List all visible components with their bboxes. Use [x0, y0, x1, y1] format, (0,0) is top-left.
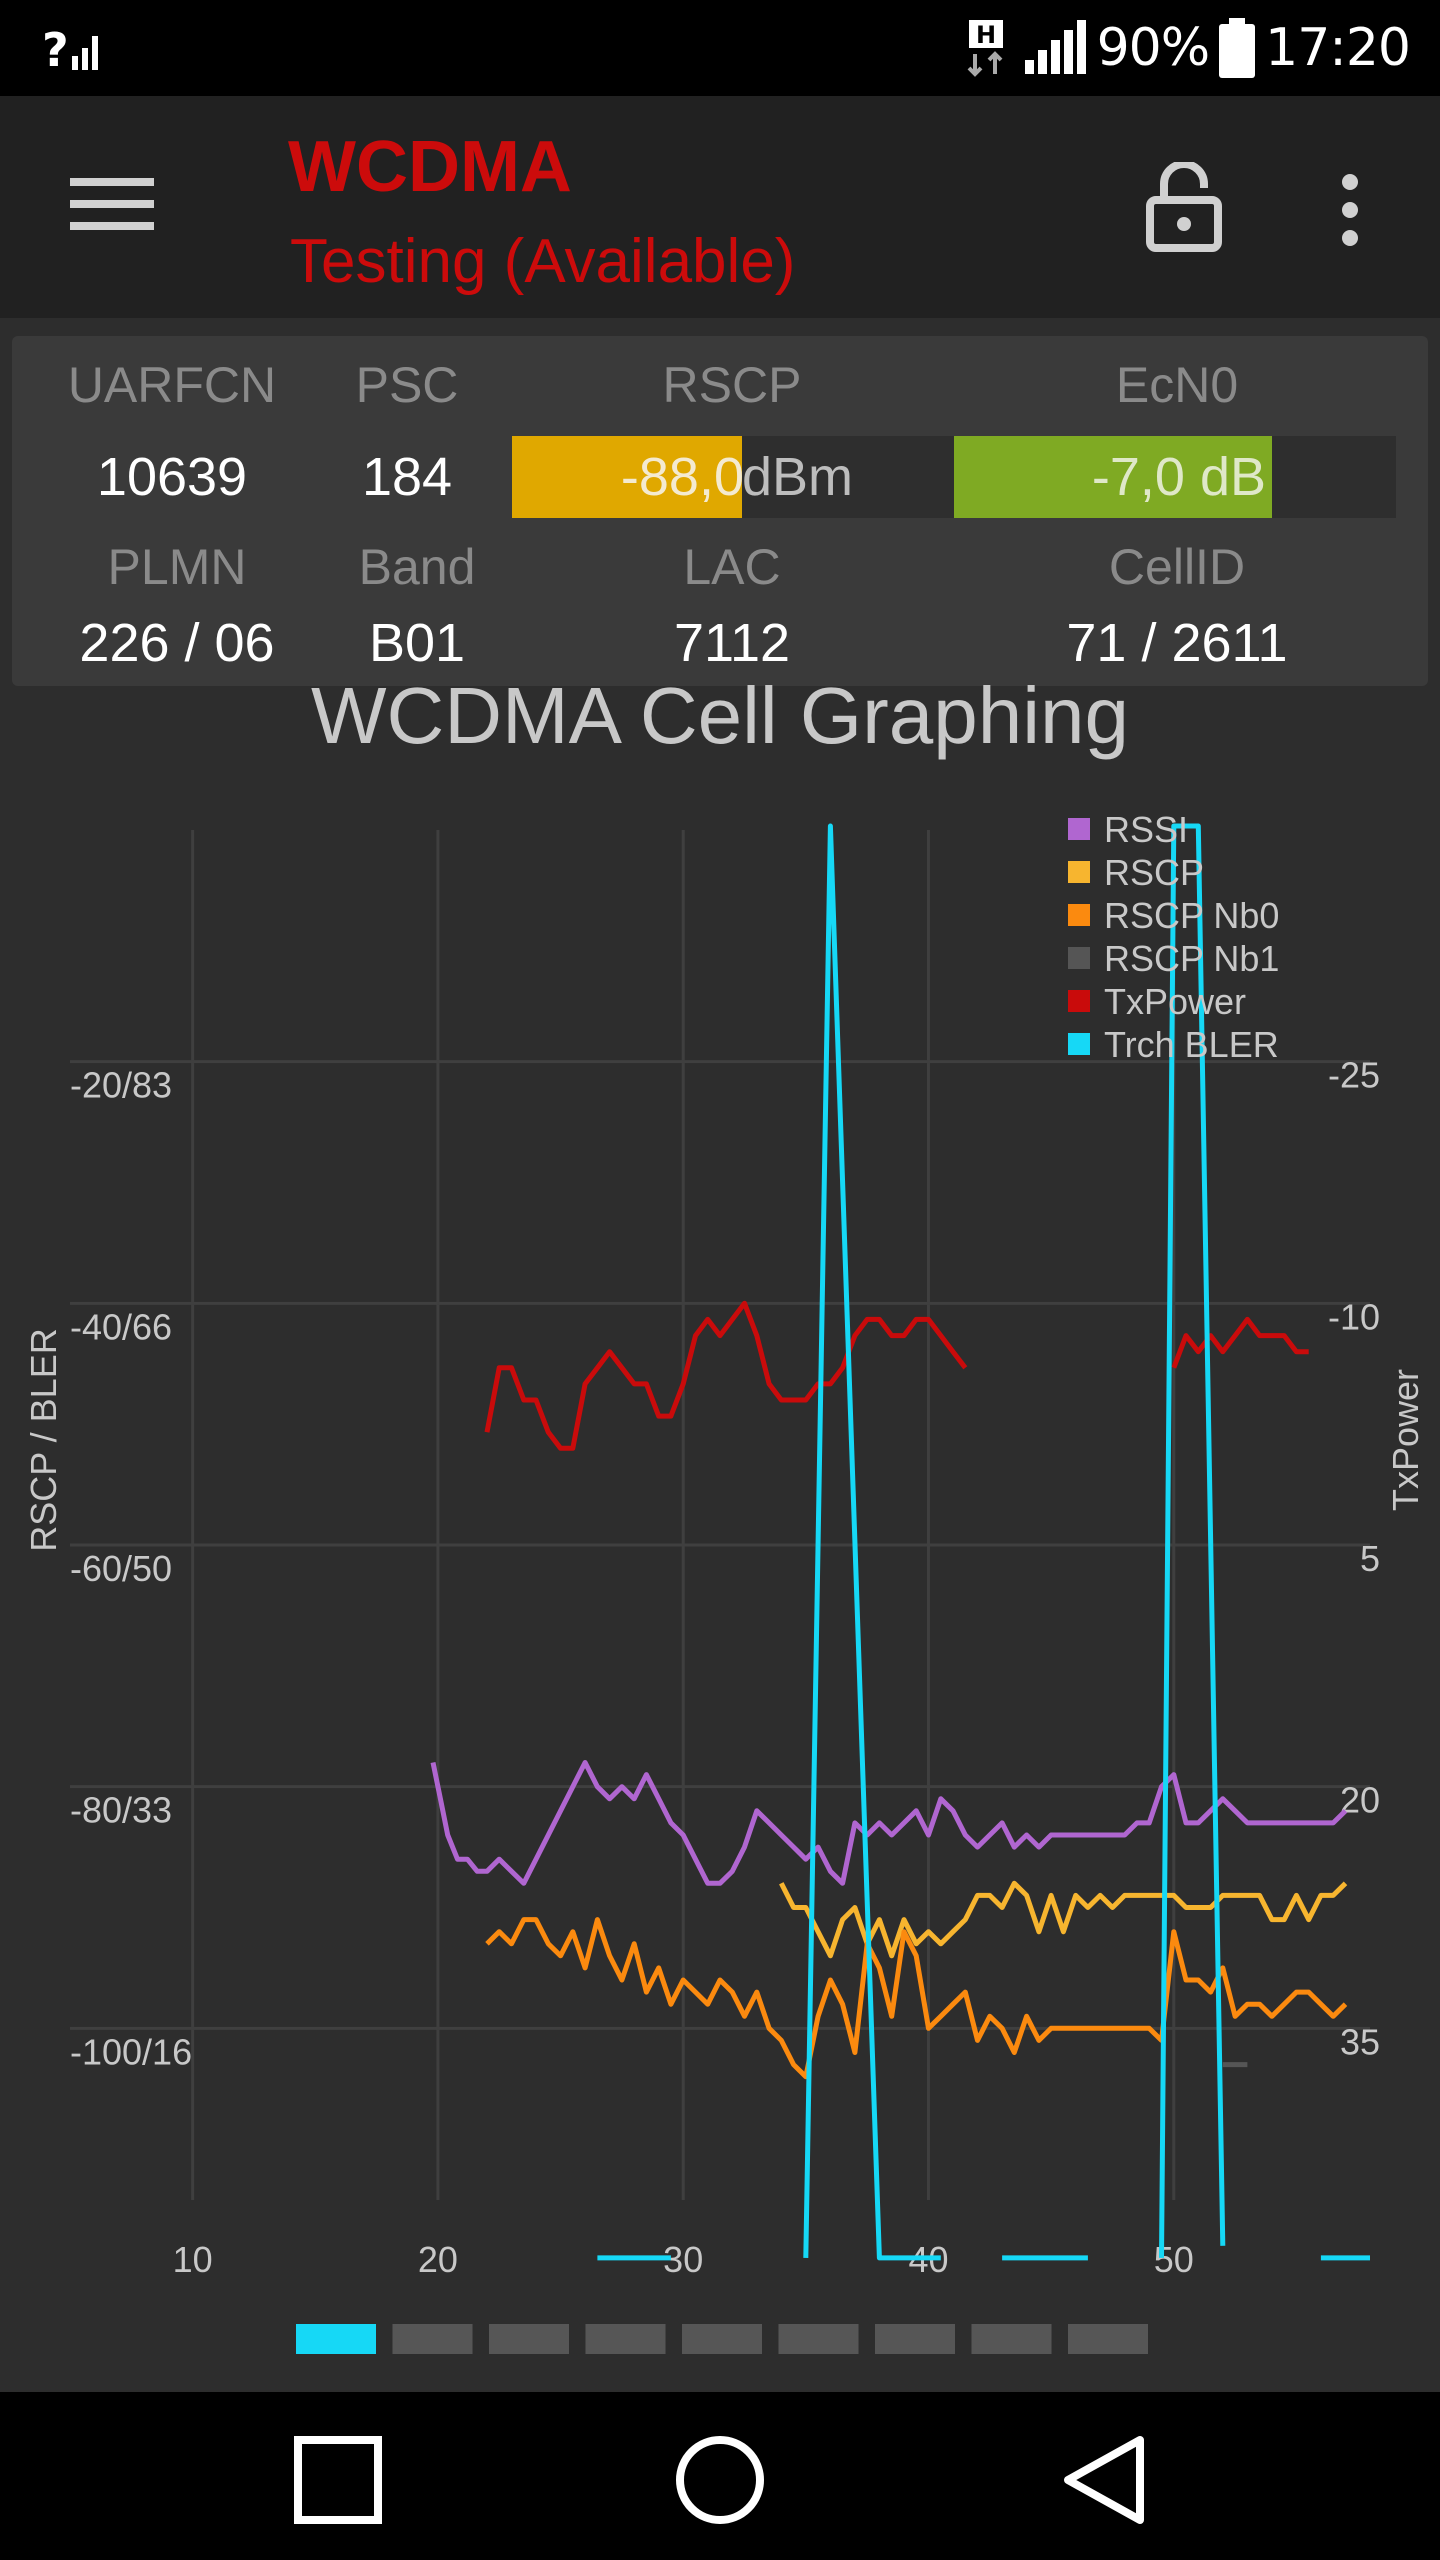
page-dot[interactable]	[971, 2324, 1052, 2354]
ecn0-value: -7,0 dB	[1091, 447, 1266, 507]
legend-swatch	[1068, 904, 1090, 926]
page-dot[interactable]	[392, 2324, 473, 2354]
page-dot[interactable]	[875, 2324, 955, 2354]
rscp-meter: -88,0 dBm	[512, 436, 954, 518]
app-title: WCDMA	[288, 127, 572, 207]
recent-apps-button[interactable]	[290, 2432, 386, 2528]
legend-item-label: TxPower	[1104, 981, 1246, 1022]
navigation-bar	[0, 2392, 1440, 2560]
y-tick-label: -20/83	[70, 1065, 172, 1106]
y2-axis-label: TxPower	[1385, 1369, 1426, 1511]
chart-title: WCDMA Cell Graphing	[310, 671, 1129, 760]
plmn-value: 226 / 06	[79, 613, 275, 673]
unlocked-lock-icon[interactable]	[1146, 162, 1222, 252]
app-bar: WCDMA Testing (Available)	[0, 96, 1440, 318]
cell-info-panel: UARFCN PSC RSCP EcN0 10639 184 -88,0 dBm…	[12, 336, 1428, 686]
lac-label: LAC	[683, 539, 781, 595]
app-subtitle: Testing (Available)	[290, 227, 796, 296]
legend-item-label: RSSI	[1104, 809, 1188, 850]
rscp-label: RSCP	[662, 357, 802, 413]
psc-label: PSC	[355, 357, 459, 413]
x-tick-label: 10	[173, 2239, 213, 2280]
rscp-unit: dBm	[742, 447, 854, 507]
series-rssi-line	[430, 1760, 1348, 1886]
y-tick-label: -40/66	[70, 1306, 172, 1347]
page-indicator	[296, 2324, 1148, 2354]
rscp-meter-fill	[512, 436, 742, 518]
cell-graph-chart[interactable]: 10 20 30 40 50-20/83-40/66-60/50-80/33-100/1…	[0, 760, 1440, 2300]
page-dot[interactable]	[489, 2324, 569, 2354]
back-button[interactable]	[1056, 2432, 1152, 2528]
band-label: Band	[358, 539, 476, 595]
y2-tick-label: 35	[1340, 2021, 1380, 2062]
clock: 17:20	[1265, 18, 1411, 78]
uarfcn-value: 10639	[96, 447, 248, 507]
y-tick-label: -80/33	[70, 1790, 172, 1831]
page-dot[interactable]	[296, 2324, 376, 2354]
cellid-label: CellID	[1108, 539, 1246, 595]
page-dot[interactable]	[585, 2324, 666, 2354]
legend-item-label: RSCP Nb1	[1104, 938, 1279, 979]
y2-tick-label: 20	[1340, 1780, 1380, 1821]
series-txpower-line	[484, 1300, 1309, 1451]
legend-swatch	[1068, 861, 1090, 883]
page-dot[interactable]	[682, 2324, 762, 2354]
y2-tick-label: 5	[1360, 1538, 1380, 1579]
series-rscp-nb0-line	[485, 1917, 1348, 2080]
series-rscp-line	[779, 1880, 1348, 1959]
hspa-data-icon: H	[967, 20, 1003, 77]
legend-swatch	[1068, 818, 1090, 840]
y-axis-label: RSCP / BLER	[23, 1328, 64, 1551]
battery-icon	[1219, 18, 1256, 78]
ecn0-label: EcN0	[1115, 357, 1239, 413]
rscp-value: -88,0	[620, 447, 744, 507]
legend-swatch	[1068, 1033, 1090, 1055]
series-trch-bler-line	[597, 823, 1370, 2261]
menu-icon[interactable]	[70, 174, 154, 234]
ecn0-meter: -7,0 dB	[954, 436, 1396, 518]
page-dot[interactable]	[1068, 2324, 1148, 2354]
legend-swatch	[1068, 990, 1090, 1012]
battery-percent: 90%	[1096, 18, 1211, 78]
y2-tick-label: -10	[1328, 1296, 1380, 1337]
lac-value: 7112	[673, 613, 791, 673]
y-tick-label: -100/16	[70, 2031, 192, 2072]
x-tick-label: 20	[418, 2239, 458, 2280]
y2-tick-label: -25	[1328, 1055, 1380, 1096]
legend-swatch	[1068, 947, 1090, 969]
legend-item-label: Trch BLER	[1104, 1024, 1279, 1065]
psc-value: 184	[361, 447, 453, 507]
page-dot[interactable]	[778, 2324, 859, 2354]
band-value: B01	[368, 613, 466, 673]
legend-item-label: RSCP Nb0	[1104, 895, 1279, 936]
svg-text:?: ?	[42, 23, 69, 74]
more-options-icon[interactable]	[1330, 174, 1370, 246]
ecn0-meter-fill	[954, 436, 1273, 518]
plmn-label: PLMN	[107, 539, 247, 595]
signal-strength-icon	[1024, 20, 1086, 74]
y-tick-label: -60/50	[70, 1548, 172, 1589]
legend-item-label: RSCP	[1104, 852, 1204, 893]
home-button[interactable]	[672, 2432, 768, 2528]
status-bar: ? H 90% 17:20	[0, 0, 1440, 96]
uarfcn-label: UARFCN	[67, 357, 277, 413]
signal-unknown-icon: ?	[42, 23, 98, 74]
cellid-value: 71 / 2611	[1066, 613, 1288, 673]
network-type-label: H	[976, 21, 996, 49]
